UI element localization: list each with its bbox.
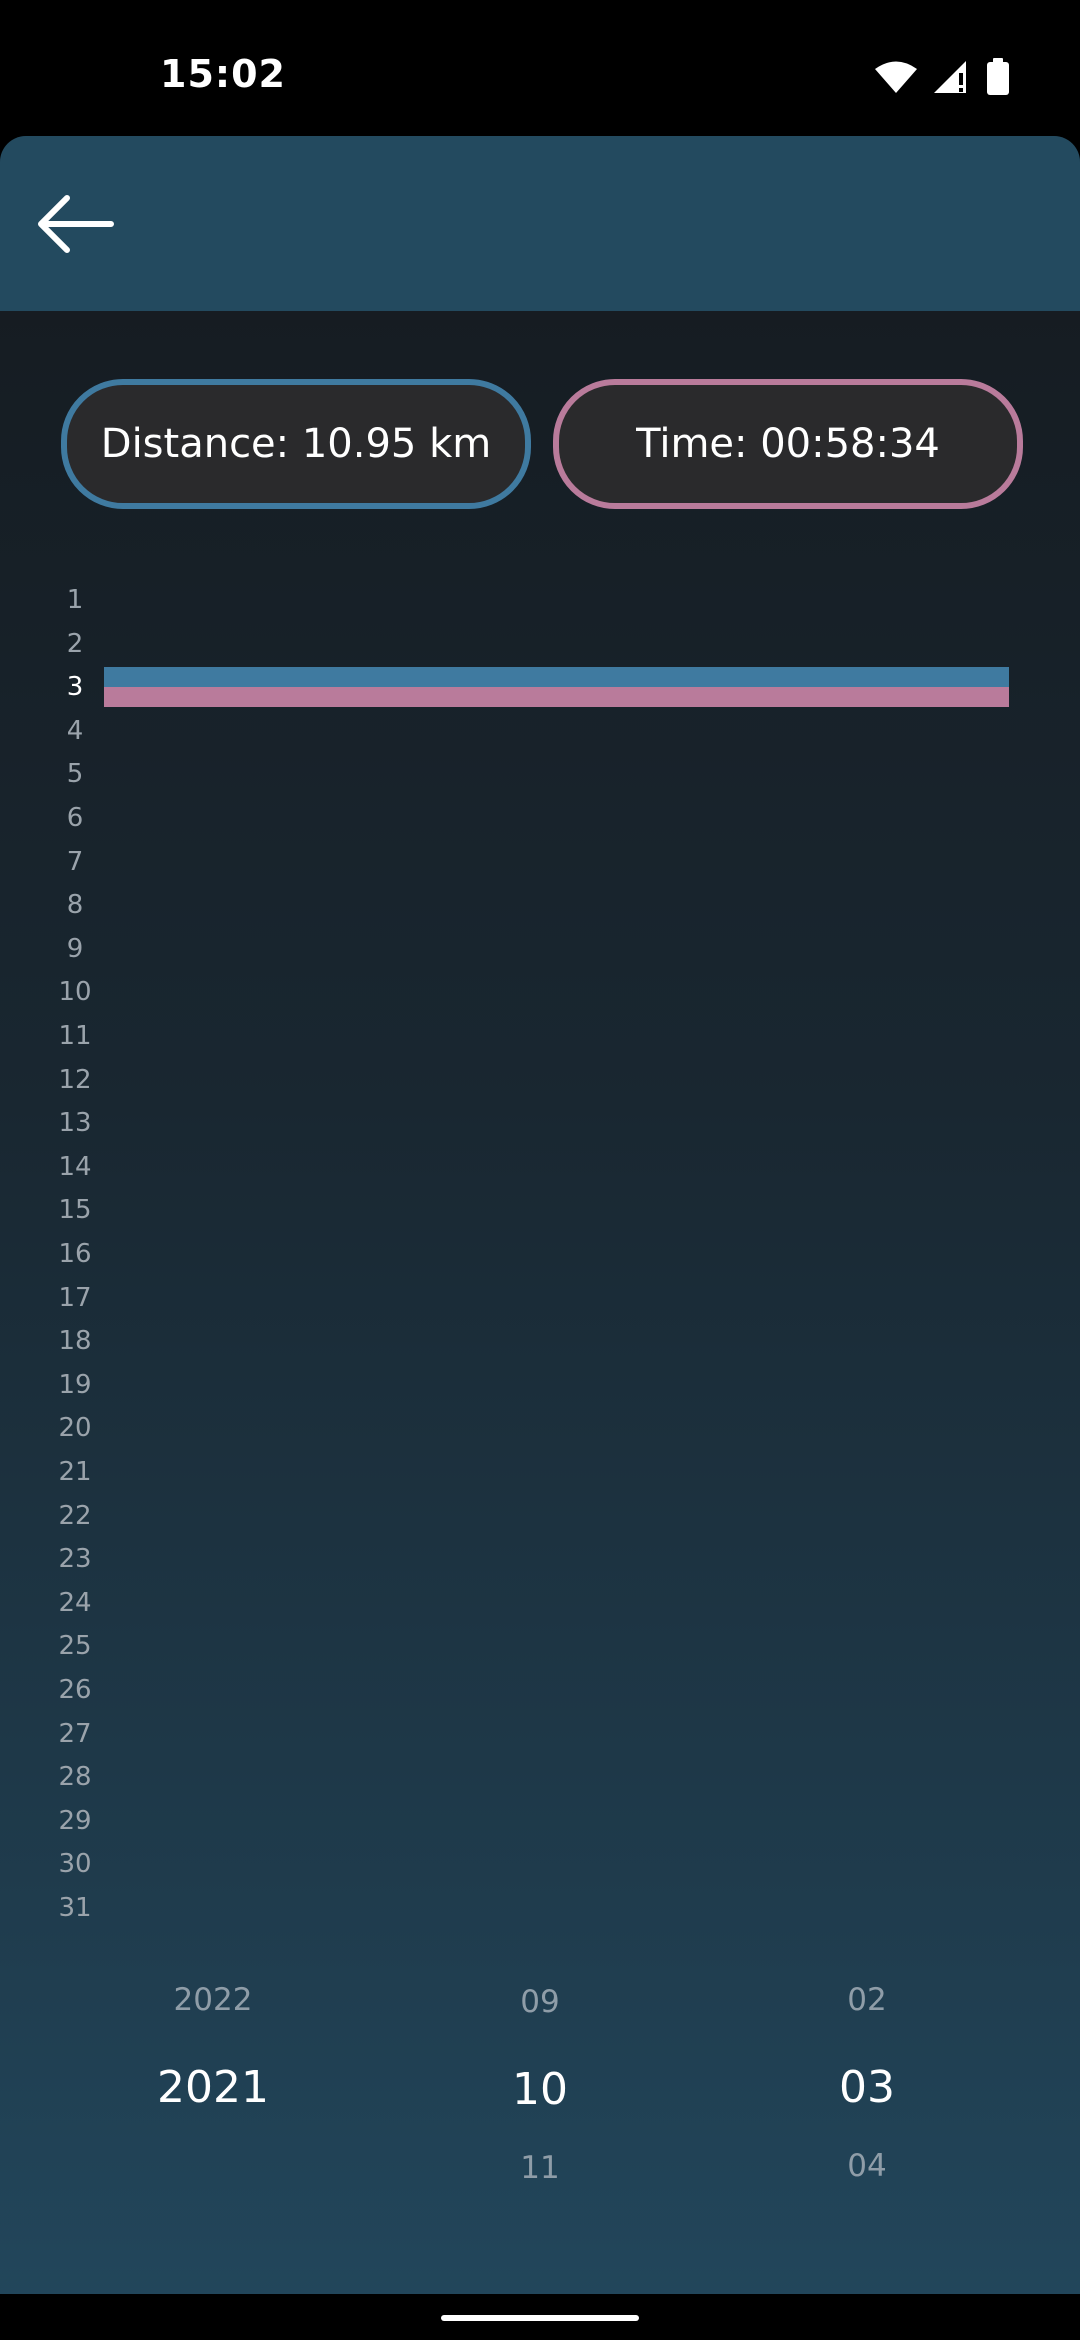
day-label-14: 14: [58, 1151, 92, 1182]
day-label-27: 27: [58, 1718, 92, 1749]
day-picker[interactable]: 02 03 04: [737, 1974, 997, 2274]
day-label-7: 7: [66, 846, 84, 877]
distance-label: Distance: 10.95 km: [100, 421, 492, 467]
day-label-21: 21: [58, 1457, 92, 1487]
wifi-icon: [874, 60, 918, 98]
day-label-22: 22: [58, 1500, 92, 1531]
day-label-6: 6: [66, 803, 84, 833]
day-label-3: 3: [66, 672, 84, 703]
month-next[interactable]: 11: [520, 2150, 560, 2186]
day-label-5: 5: [66, 759, 84, 790]
day-label-2: 2: [66, 628, 84, 659]
back-button[interactable]: [20, 181, 130, 271]
toolbar: [0, 136, 1080, 311]
day-label-28: 28: [58, 1762, 92, 1793]
year-picker[interactable]: 2022 2021: [83, 1974, 343, 2274]
day-label-11: 11: [58, 1021, 92, 1051]
day-label-31: 31: [58, 1893, 92, 1923]
day-label-10: 10: [58, 977, 92, 1008]
status-icons: [874, 58, 1010, 100]
year-prev[interactable]: 2022: [173, 1982, 253, 2018]
bar-time-day-3: [104, 687, 1009, 708]
status-bar: 15:02: [0, 0, 1080, 136]
day-label-4: 4: [66, 715, 84, 746]
arrow-left-icon: [35, 192, 115, 260]
year-selected[interactable]: 2021: [157, 2062, 269, 2113]
month-picker[interactable]: 09 10 11: [410, 1974, 670, 2274]
day-label-26: 26: [58, 1675, 92, 1705]
distance-summary: Distance: 10.95 km: [61, 379, 531, 509]
day-label-25: 25: [58, 1631, 92, 1662]
day-label-24: 24: [58, 1587, 92, 1618]
day-label-19: 19: [58, 1369, 92, 1400]
day-label-29: 29: [58, 1805, 92, 1836]
day-label-17: 17: [58, 1282, 92, 1313]
day-label-15: 15: [58, 1195, 92, 1226]
day-next[interactable]: 04: [847, 2148, 887, 2184]
signal-icon: [932, 59, 972, 99]
day-label-12: 12: [58, 1064, 92, 1095]
day-label-13: 13: [58, 1108, 92, 1139]
day-label-16: 16: [58, 1239, 92, 1269]
day-label-8: 8: [66, 890, 84, 921]
day-label-20: 20: [58, 1413, 92, 1444]
month-selected[interactable]: 10: [512, 2064, 568, 2115]
month-prev[interactable]: 09: [520, 1984, 560, 2020]
day-label-9: 9: [66, 933, 84, 964]
day-selected[interactable]: 03: [839, 2062, 895, 2113]
battery-icon: [986, 58, 1010, 100]
bar-distance-day-3: [104, 667, 1009, 688]
day-label-18: 18: [58, 1326, 92, 1357]
time-label: Time: 00:58:34: [636, 421, 940, 467]
time-summary: Time: 00:58:34: [553, 379, 1023, 509]
day-label-30: 30: [58, 1849, 92, 1880]
status-time: 15:02: [160, 52, 286, 96]
day-prev[interactable]: 02: [847, 1982, 887, 2018]
day-label-23: 23: [58, 1544, 92, 1575]
day-label-1: 1: [66, 585, 84, 615]
gesture-nav-handle[interactable]: [441, 2315, 639, 2321]
